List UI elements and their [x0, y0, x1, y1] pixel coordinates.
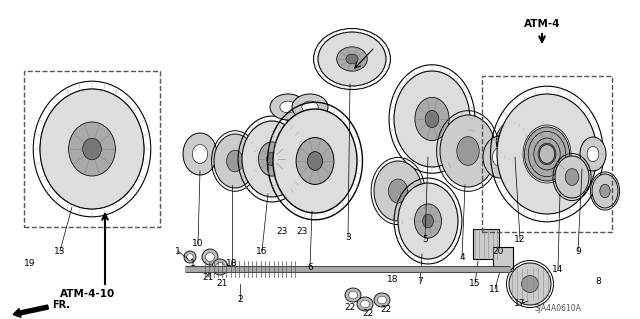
Ellipse shape	[83, 138, 101, 160]
Ellipse shape	[415, 204, 442, 238]
Ellipse shape	[227, 150, 243, 172]
Ellipse shape	[270, 94, 306, 120]
Ellipse shape	[565, 169, 579, 185]
Ellipse shape	[307, 152, 323, 170]
Ellipse shape	[40, 89, 144, 209]
Bar	[24, 71, 160, 227]
Ellipse shape	[205, 253, 214, 261]
Ellipse shape	[525, 127, 570, 181]
Text: 1: 1	[190, 258, 196, 268]
Ellipse shape	[492, 148, 508, 167]
Ellipse shape	[497, 94, 597, 214]
Text: 12: 12	[515, 234, 525, 243]
Ellipse shape	[374, 293, 390, 307]
Text: SJA4A0610A: SJA4A0610A	[534, 304, 581, 313]
Text: 20: 20	[492, 247, 504, 256]
Ellipse shape	[422, 214, 433, 228]
Text: 22: 22	[344, 302, 356, 311]
Ellipse shape	[378, 296, 387, 304]
Ellipse shape	[509, 263, 551, 305]
FancyArrow shape	[13, 305, 49, 317]
Ellipse shape	[212, 259, 228, 275]
Text: 1: 1	[175, 247, 181, 256]
Ellipse shape	[302, 101, 318, 113]
Ellipse shape	[259, 142, 285, 176]
Text: 16: 16	[256, 247, 268, 256]
Text: 3: 3	[345, 233, 351, 241]
Text: 13: 13	[54, 247, 66, 256]
Ellipse shape	[267, 152, 277, 166]
Text: 21: 21	[216, 279, 228, 288]
Text: 6: 6	[307, 263, 313, 271]
Ellipse shape	[394, 71, 470, 167]
Ellipse shape	[349, 291, 357, 299]
Text: 22: 22	[380, 306, 392, 315]
Text: 23: 23	[276, 226, 288, 235]
Bar	[482, 76, 612, 232]
Ellipse shape	[538, 143, 556, 165]
Ellipse shape	[540, 145, 555, 163]
Bar	[493, 247, 513, 271]
Text: FR.: FR.	[52, 300, 70, 310]
Ellipse shape	[193, 145, 207, 163]
Ellipse shape	[273, 109, 357, 213]
Ellipse shape	[357, 297, 373, 311]
Text: 22: 22	[362, 308, 374, 317]
Text: 5: 5	[422, 234, 428, 243]
Ellipse shape	[483, 136, 517, 178]
Text: 23: 23	[296, 226, 308, 235]
Ellipse shape	[296, 137, 334, 184]
Ellipse shape	[592, 174, 618, 208]
Text: ATM-4-10: ATM-4-10	[60, 289, 116, 299]
Ellipse shape	[216, 263, 225, 271]
Ellipse shape	[457, 137, 479, 165]
Ellipse shape	[498, 124, 526, 158]
Ellipse shape	[337, 47, 367, 71]
Text: 7: 7	[417, 277, 423, 286]
Ellipse shape	[580, 137, 606, 171]
Text: 17: 17	[515, 300, 525, 308]
Text: 19: 19	[24, 259, 36, 269]
Ellipse shape	[318, 32, 386, 86]
Ellipse shape	[440, 115, 496, 187]
Text: 8: 8	[595, 277, 601, 286]
Ellipse shape	[587, 146, 599, 162]
Text: 2: 2	[237, 294, 243, 303]
Ellipse shape	[374, 161, 422, 221]
Text: 4: 4	[459, 253, 465, 262]
Text: 15: 15	[469, 279, 481, 288]
Ellipse shape	[506, 134, 518, 148]
Ellipse shape	[242, 121, 302, 197]
Ellipse shape	[346, 54, 358, 64]
Ellipse shape	[345, 288, 361, 302]
Ellipse shape	[76, 130, 109, 168]
Ellipse shape	[522, 276, 538, 293]
Ellipse shape	[398, 183, 458, 259]
Bar	[473, 229, 499, 259]
Ellipse shape	[600, 184, 610, 198]
Text: 9: 9	[575, 247, 581, 256]
Ellipse shape	[183, 133, 217, 175]
Ellipse shape	[388, 179, 408, 203]
Ellipse shape	[292, 94, 328, 120]
Text: 21: 21	[202, 272, 214, 281]
Ellipse shape	[184, 251, 196, 263]
Ellipse shape	[214, 134, 256, 188]
Ellipse shape	[202, 249, 218, 265]
Ellipse shape	[360, 300, 369, 308]
Ellipse shape	[425, 110, 439, 128]
Ellipse shape	[415, 97, 449, 141]
Ellipse shape	[555, 156, 589, 198]
Text: 14: 14	[552, 264, 564, 273]
Text: 18: 18	[227, 259, 237, 269]
Ellipse shape	[68, 122, 115, 176]
Text: 11: 11	[489, 285, 500, 293]
Text: ATM-4: ATM-4	[524, 19, 560, 29]
Ellipse shape	[280, 101, 296, 113]
Text: 10: 10	[192, 240, 204, 249]
Text: 18: 18	[387, 275, 399, 284]
Ellipse shape	[187, 254, 193, 260]
